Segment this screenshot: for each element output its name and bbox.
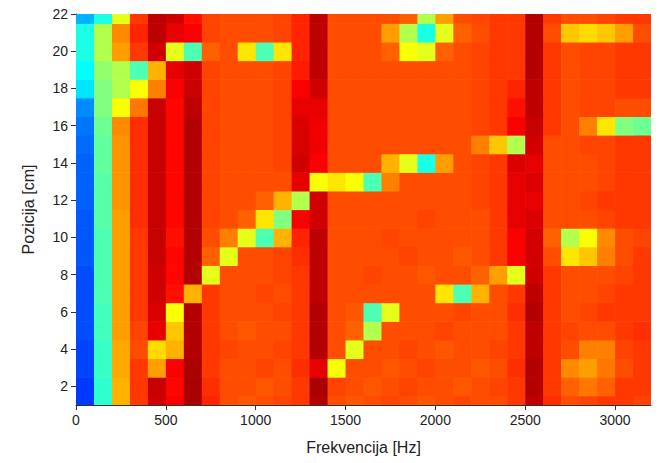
- svg-text:Frekvencija [Hz]: Frekvencija [Hz]: [306, 439, 421, 456]
- svg-text:2: 2: [60, 378, 68, 394]
- svg-text:22: 22: [52, 6, 68, 22]
- svg-text:1500: 1500: [330, 412, 361, 428]
- svg-text:8: 8: [60, 267, 68, 283]
- svg-text:20: 20: [52, 43, 68, 59]
- svg-text:3000: 3000: [599, 412, 630, 428]
- svg-text:1000: 1000: [240, 412, 271, 428]
- svg-text:4: 4: [60, 341, 68, 357]
- svg-text:10: 10: [52, 229, 68, 245]
- svg-text:14: 14: [52, 155, 68, 171]
- svg-text:2500: 2500: [510, 412, 541, 428]
- svg-text:0: 0: [72, 412, 80, 428]
- svg-text:500: 500: [154, 412, 178, 428]
- svg-text:12: 12: [52, 192, 68, 208]
- svg-text:16: 16: [52, 118, 68, 134]
- svg-text:18: 18: [52, 80, 68, 96]
- svg-text:2000: 2000: [420, 412, 451, 428]
- svg-text:6: 6: [60, 304, 68, 320]
- svg-text:Pozicija [cm]: Pozicija [cm]: [20, 165, 37, 255]
